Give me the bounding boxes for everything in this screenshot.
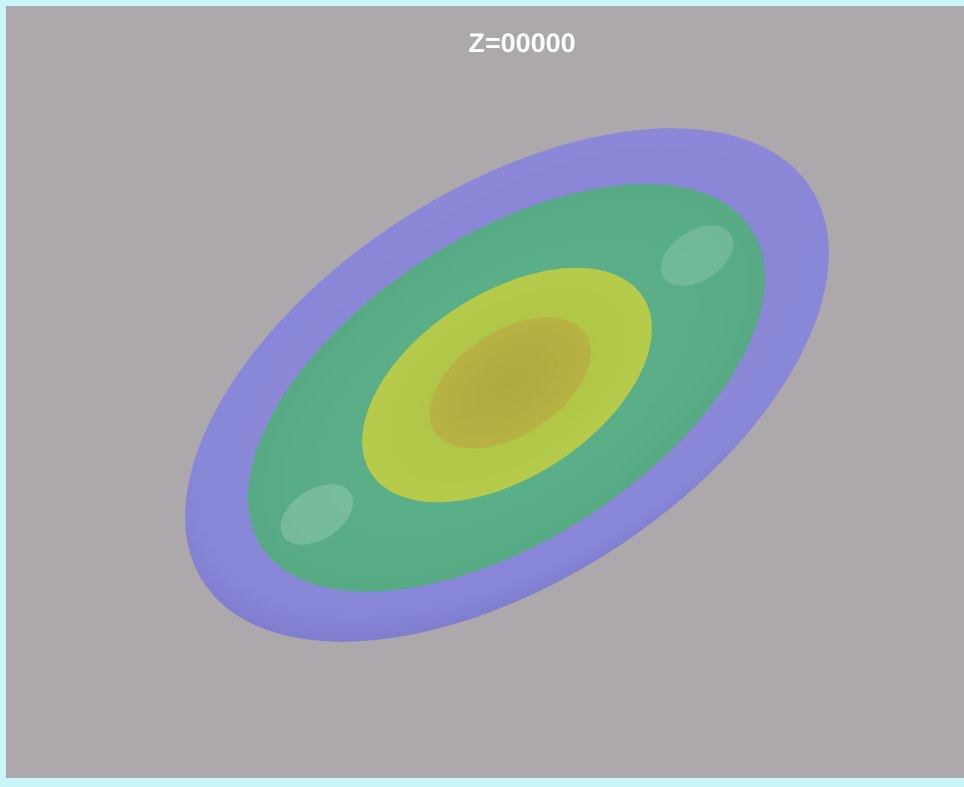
highlight <box>660 225 734 286</box>
z-label: Z=00000 <box>468 28 575 58</box>
core-surface <box>429 317 591 449</box>
highlight <box>280 484 354 545</box>
isosurfaces <box>185 128 829 642</box>
